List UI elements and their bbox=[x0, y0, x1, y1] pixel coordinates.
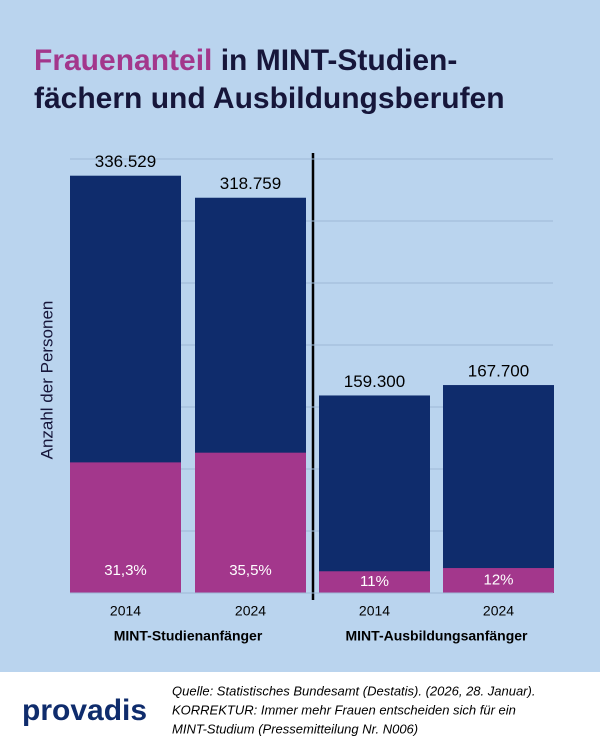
share-bar bbox=[70, 462, 181, 593]
x-tick-label: 2014 bbox=[359, 603, 390, 619]
title-highlight: Frauenanteil bbox=[34, 44, 212, 77]
logo: provadis bbox=[22, 694, 147, 727]
x-tick-label: 2014 bbox=[110, 603, 141, 619]
source: MINT-Studium (Pressemitteilung Nr. N006) bbox=[172, 721, 418, 736]
footer-background bbox=[0, 672, 600, 750]
value-label: 167.700 bbox=[468, 362, 529, 381]
x-tick-label: 2024 bbox=[235, 603, 266, 619]
source: Quelle: Statistisches Bundesamt (Destati… bbox=[172, 683, 535, 698]
share-bar bbox=[319, 571, 430, 593]
share-bar bbox=[443, 568, 554, 593]
share-label: 31,3% bbox=[104, 562, 147, 579]
bar bbox=[319, 395, 430, 593]
share-label: 11% bbox=[360, 573, 389, 590]
chart-title: Frauenanteil in MINT-Studien- bbox=[34, 44, 457, 77]
y-axis-label: Anzahl der Personen bbox=[37, 301, 56, 460]
source: KORREKTUR: Immer mehr Frauen entscheiden… bbox=[172, 702, 516, 717]
bar bbox=[443, 385, 554, 593]
value-label: 336.529 bbox=[95, 152, 156, 171]
share-label: 35,5% bbox=[229, 562, 272, 579]
share-label: 12% bbox=[483, 571, 513, 588]
chart-title: fächern und Ausbildungsberufen bbox=[34, 82, 505, 115]
share-bar bbox=[195, 452, 306, 593]
group-label: MINT-Studienanfänger bbox=[114, 628, 263, 644]
title-line: in MINT-Studien- bbox=[221, 44, 458, 77]
group-label: MINT-Ausbildungsanfänger bbox=[346, 628, 529, 644]
x-tick-label: 2024 bbox=[483, 603, 514, 619]
value-label: 318.759 bbox=[220, 174, 281, 193]
value-label: 159.300 bbox=[344, 372, 405, 391]
